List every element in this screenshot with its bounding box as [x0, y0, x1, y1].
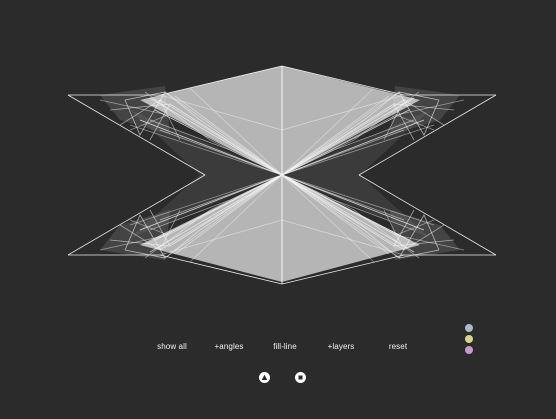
swatch-yellow[interactable]: [465, 335, 473, 343]
fill-line-button[interactable]: fill-line: [273, 342, 297, 351]
upper-fill-shape: [140, 66, 420, 175]
toolbar: show all +angles fill-line +layers reset: [0, 340, 556, 360]
stop-button[interactable]: [295, 372, 306, 383]
angles-button[interactable]: +angles: [214, 342, 244, 351]
show-all-button[interactable]: show all: [157, 342, 187, 351]
layers-button[interactable]: +layers: [327, 342, 355, 351]
kaleidoscope-canvas: [67, 65, 497, 285]
lower-fill-shape: [140, 175, 420, 282]
artwork: [67, 65, 497, 285]
swatch-blue-grey[interactable]: [465, 324, 473, 332]
color-swatches: [465, 324, 475, 357]
play-button[interactable]: [259, 372, 270, 383]
square-stop-icon: [298, 375, 303, 380]
triangle-up-icon: [261, 374, 268, 380]
swatch-purple[interactable]: [465, 346, 473, 354]
reset-button[interactable]: reset: [388, 342, 408, 351]
